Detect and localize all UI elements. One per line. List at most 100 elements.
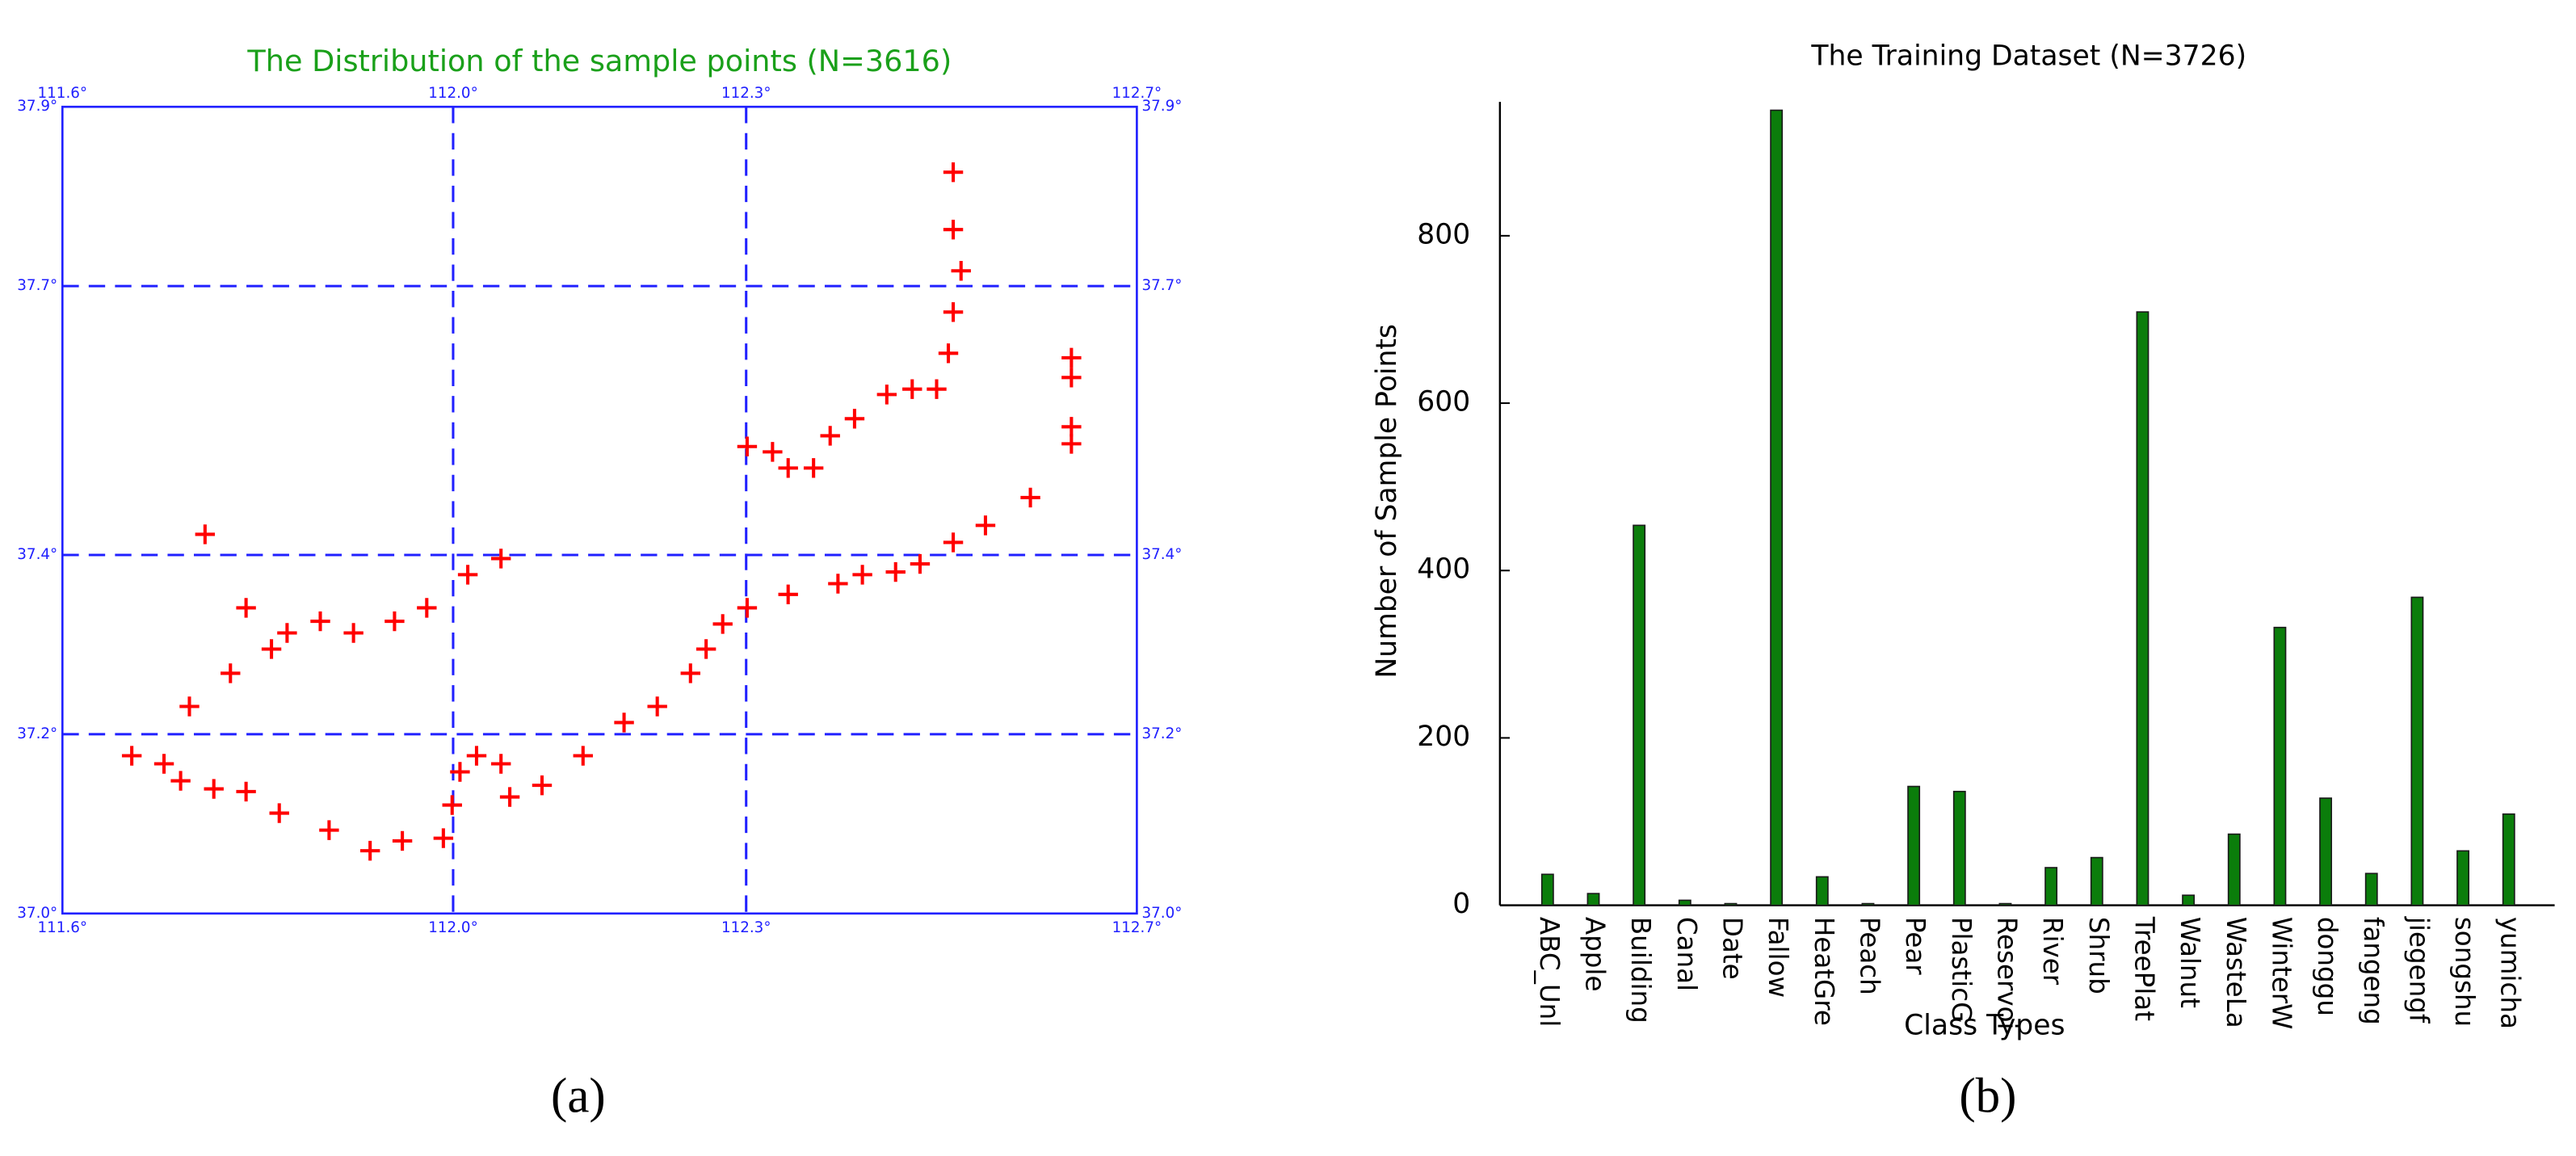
sample-point — [910, 553, 931, 574]
bar — [1678, 899, 1691, 906]
y-tick-label: 200 — [1417, 721, 1470, 753]
sample-point — [1020, 487, 1040, 508]
sample-point — [885, 561, 906, 582]
sample-point — [466, 746, 487, 766]
y-tick-label: 37.7° — [17, 277, 57, 294]
sample-point — [927, 379, 947, 399]
sample-point — [442, 795, 462, 815]
x-tick-label: 112.0° — [428, 85, 478, 102]
bar — [1633, 524, 1646, 906]
x-tick-label: Fallow — [1763, 917, 1793, 998]
x-tick-label: 112.3° — [721, 85, 771, 102]
bar — [1724, 902, 1738, 906]
x-tick-label: 111.6° — [38, 919, 88, 936]
bar — [1861, 902, 1875, 906]
x-tick-label: 112.0° — [428, 919, 478, 936]
x-tick-label: TreePlat — [2128, 916, 2159, 1021]
x-tick-label: WasteLa — [2221, 917, 2251, 1028]
x-tick-label: Building — [1625, 917, 1656, 1024]
x-tick-label: Pear — [1900, 917, 1931, 975]
sample-point — [417, 598, 437, 618]
sample-point — [153, 754, 174, 774]
y-tick-label: 37.0° — [17, 905, 57, 922]
bar — [2044, 867, 2058, 906]
bar — [1770, 109, 1784, 906]
sample-point — [778, 458, 798, 478]
sample-point — [491, 754, 511, 774]
plot-frame — [61, 105, 1138, 915]
sample-point — [737, 598, 758, 618]
sample-point — [121, 746, 142, 766]
x-tick-label: PlasticG — [1946, 917, 1977, 1022]
bar — [1998, 902, 2012, 906]
x-tick-label: 112.3° — [721, 919, 771, 936]
bar — [1540, 873, 1554, 906]
sample-point — [195, 524, 216, 544]
x-tick-label: Walnut — [2175, 917, 2205, 1008]
y-tick-label: 800 — [1417, 218, 1470, 250]
x-axis-label: Class Types — [1904, 1010, 2065, 1042]
sample-point — [179, 696, 200, 717]
x-tick-label: HeatGre — [1809, 917, 1839, 1026]
x-tick-label: Peach — [1854, 917, 1885, 995]
bar — [2456, 850, 2470, 906]
sample-point — [975, 515, 996, 536]
sample-point — [277, 623, 297, 643]
x-tick-label: Shrub — [2083, 917, 2114, 994]
x-tick-label: Apple — [1580, 917, 1611, 992]
x-tick-label: Canal — [1671, 917, 1702, 991]
sample-point — [680, 663, 700, 683]
x-tick-label: 112.7° — [1112, 919, 1162, 936]
y-tick-label: 37.9° — [17, 98, 57, 115]
caption: (b) — [1959, 1070, 2016, 1124]
bar — [2273, 626, 2287, 906]
sample-point — [647, 696, 667, 717]
sample-point — [1061, 434, 1082, 454]
sample-point — [491, 549, 511, 569]
x-tick-label: fangeng — [2358, 917, 2389, 1025]
bar — [1907, 785, 1921, 906]
sample-point — [695, 639, 716, 659]
sample-point — [261, 639, 282, 659]
y-tick-label: 37.2° — [1141, 725, 1182, 742]
bar — [2364, 872, 2378, 906]
sample-point — [532, 775, 553, 796]
sample-point — [433, 828, 454, 848]
sample-point — [269, 803, 289, 823]
sample-point — [614, 713, 634, 733]
sample-point — [392, 830, 413, 851]
chart-title: The Training Dataset (N=3726) — [1810, 40, 2246, 73]
x-tick-label: yumicha — [2495, 917, 2526, 1029]
y-tick-label: 37.4° — [17, 546, 57, 563]
sample-point — [343, 623, 363, 643]
x-tick-label: songshu — [2449, 917, 2480, 1027]
bar — [2410, 596, 2424, 906]
sample-point — [310, 611, 330, 632]
sample-point — [573, 746, 593, 766]
x-tick-label: WinterW — [2266, 917, 2297, 1029]
sample-point — [803, 458, 824, 478]
bar — [2227, 833, 2241, 906]
sample-point — [204, 779, 224, 799]
sample-point — [828, 574, 848, 594]
y-axis-label: Number of Sample Points — [1371, 324, 1403, 679]
sample-point — [499, 787, 520, 807]
y-tick-label: 37.0° — [1141, 905, 1182, 922]
sample-point — [844, 409, 865, 429]
sample-point — [737, 436, 758, 456]
sample-point — [385, 611, 405, 632]
bar — [2502, 813, 2515, 906]
sample-point — [236, 598, 256, 618]
x-tick-label: River — [2037, 917, 2068, 986]
bar — [1586, 893, 1600, 906]
bar — [1815, 876, 1829, 906]
x-tick-label: ABC_Unl — [1534, 917, 1565, 1027]
sample-point — [902, 379, 922, 399]
chart-title: The Distribution of the sample points (N… — [246, 44, 952, 78]
sample-point — [1061, 417, 1082, 437]
sample-point — [221, 663, 241, 683]
sample-point — [938, 343, 959, 364]
x-tick-label: Reservoi — [1991, 917, 2022, 1030]
x-tick-label: 111.6° — [38, 85, 88, 102]
